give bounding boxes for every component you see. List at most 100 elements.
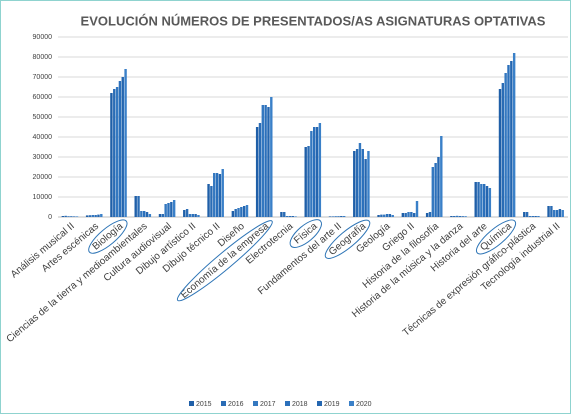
bar (75, 216, 79, 217)
bar (318, 123, 322, 217)
bar (291, 216, 294, 217)
bar (172, 200, 176, 217)
bar (507, 65, 510, 217)
bar (170, 202, 173, 217)
legend-swatch (221, 401, 226, 406)
y-tick-label: 90000 (33, 34, 53, 41)
bar (255, 127, 259, 217)
bar (237, 208, 240, 217)
y-tick-label: 10000 (33, 194, 53, 201)
highlight-ellipse (324, 219, 371, 259)
bar (547, 206, 550, 217)
bar (148, 214, 152, 217)
bar (240, 207, 243, 217)
bar (185, 209, 189, 217)
bar (261, 105, 265, 217)
bar (480, 184, 483, 217)
y-tick-label: 20000 (33, 174, 53, 181)
bar (334, 216, 337, 217)
bar (213, 173, 216, 217)
legend-label: 2019 (324, 401, 340, 408)
bar (124, 69, 127, 217)
bar (315, 127, 319, 217)
bar (474, 182, 477, 217)
bar (555, 210, 559, 217)
bar (118, 81, 122, 217)
bar (391, 215, 394, 217)
bar (294, 216, 297, 217)
legend-label: 2016 (228, 401, 244, 408)
bar (410, 212, 413, 217)
bar (242, 206, 246, 217)
bar (558, 209, 562, 217)
bar (61, 216, 65, 217)
bar (328, 216, 332, 217)
bar (367, 151, 370, 217)
bar (434, 163, 437, 217)
bar (161, 214, 165, 217)
bar (458, 216, 462, 217)
bar (264, 105, 267, 217)
bar (415, 201, 419, 217)
bar (231, 211, 235, 217)
bar (498, 89, 502, 217)
bar (310, 131, 313, 217)
bar (428, 212, 432, 217)
bar (191, 214, 194, 217)
y-tick-label: 50000 (33, 114, 53, 121)
bar (485, 186, 489, 217)
bar (134, 196, 137, 217)
y-tick-label: 40000 (33, 134, 53, 141)
bar (512, 53, 516, 217)
bar (483, 184, 486, 217)
bar (85, 215, 89, 217)
bar (337, 216, 340, 217)
legend-swatch (285, 401, 290, 406)
bar (412, 213, 416, 217)
bar (164, 204, 167, 217)
bar (407, 212, 410, 217)
bar (331, 216, 335, 217)
bar (210, 186, 213, 217)
bar (534, 216, 537, 217)
bar (143, 211, 146, 217)
bar (218, 174, 222, 217)
bar (307, 146, 310, 217)
bar (355, 149, 359, 217)
bar (404, 213, 407, 217)
bar (285, 216, 289, 217)
highlight-ellipse (88, 219, 128, 254)
legend-swatch (253, 401, 258, 406)
bar (550, 206, 553, 217)
bar (450, 216, 453, 217)
bar (194, 214, 197, 217)
bar (537, 216, 540, 217)
y-tick-label: 30000 (33, 154, 53, 161)
bar (70, 216, 73, 217)
bar (97, 214, 100, 217)
bar (364, 159, 367, 217)
bar (140, 211, 143, 217)
bar (145, 212, 149, 217)
legend-swatch (189, 401, 194, 406)
bar (267, 107, 270, 217)
highlight-ellipse (176, 220, 273, 302)
bar (453, 216, 456, 217)
legend-swatch (349, 401, 354, 406)
bar (455, 215, 459, 217)
bar (288, 216, 292, 217)
bar (488, 188, 492, 217)
bar (501, 83, 505, 217)
bar (64, 215, 67, 217)
y-tick-label: 80000 (33, 54, 53, 61)
bar (523, 212, 526, 217)
bar (110, 93, 113, 217)
bar (383, 214, 386, 217)
legend-label: 2020 (356, 401, 372, 408)
y-tick-label: 0 (48, 214, 52, 221)
bar (380, 214, 383, 217)
bar (91, 215, 95, 217)
bar (388, 214, 392, 217)
bar (361, 149, 364, 217)
